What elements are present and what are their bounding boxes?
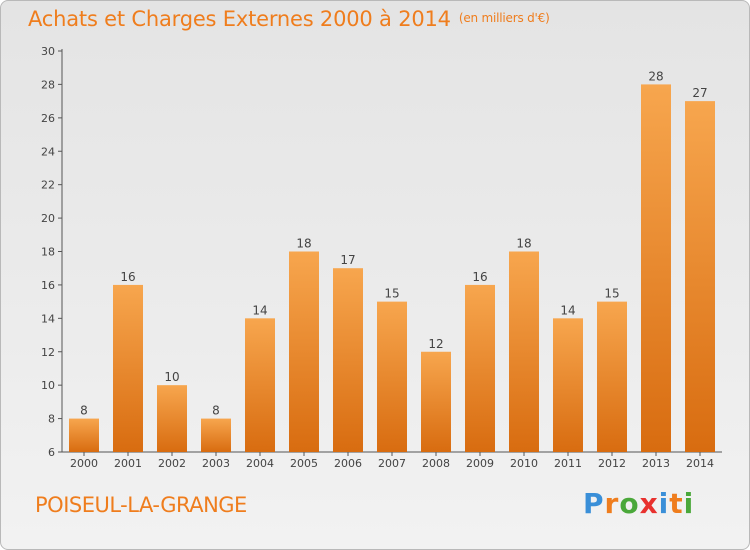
bar-2005: [289, 251, 319, 452]
x-tick-label-2001: 2001: [114, 457, 142, 470]
bar-2013: [641, 84, 671, 453]
data-label-2002: 10: [164, 370, 179, 384]
x-tick-label-2010: 2010: [510, 457, 538, 470]
data-label-2001: 16: [120, 270, 135, 284]
x-tick-label-2008: 2008: [422, 457, 450, 470]
x-tick-label-2012: 2012: [598, 457, 626, 470]
bar-2010: [509, 251, 539, 452]
data-label-2000: 8: [80, 404, 88, 418]
chart-title-text: Achats et Charges Externes 2000 à 2014: [28, 7, 451, 31]
y-tick-label-22: 22: [41, 179, 55, 192]
data-label-2003: 8: [212, 404, 220, 418]
data-label-2004: 14: [252, 303, 267, 317]
data-label-2008: 12: [428, 337, 443, 351]
data-label-2010: 18: [516, 237, 531, 251]
data-label-2009: 16: [472, 270, 487, 284]
x-tick-label-2005: 2005: [290, 457, 318, 470]
x-tick-label-2011: 2011: [554, 457, 582, 470]
data-label-2012: 15: [604, 287, 619, 301]
bar-2000: [69, 418, 99, 452]
logo-letter: t: [669, 487, 684, 520]
logo-letter: x: [639, 487, 659, 520]
bar-2004: [245, 318, 275, 452]
commune-name: POISEUL-LA-GRANGE: [35, 493, 247, 517]
y-tick-label-20: 20: [41, 212, 55, 225]
bar-2008: [421, 351, 451, 452]
x-tick-label-2009: 2009: [466, 457, 494, 470]
x-tick-label-2003: 2003: [202, 457, 230, 470]
y-tick-label-30: 30: [41, 45, 55, 58]
x-tick-label-2014: 2014: [686, 457, 714, 470]
y-tick-label-10: 10: [41, 379, 55, 392]
x-tick-label-2013: 2013: [642, 457, 670, 470]
chart-unit: (en milliers d'€): [458, 11, 550, 25]
chart-title: Achats et Charges Externes 2000 à 2014 (e…: [28, 7, 550, 31]
logo-letter: i: [658, 487, 670, 520]
x-tick-label-2006: 2006: [334, 457, 362, 470]
y-tick-label-12: 12: [41, 346, 55, 359]
data-label-2011: 14: [560, 303, 575, 317]
x-tick-label-2007: 2007: [378, 457, 406, 470]
x-tick-label-2000: 2000: [70, 457, 98, 470]
x-tick-label-2004: 2004: [246, 457, 274, 470]
y-tick-label-28: 28: [41, 78, 55, 91]
y-tick-label-14: 14: [41, 312, 55, 325]
y-tick-label-8: 8: [48, 413, 55, 426]
y-tick-label-24: 24: [41, 145, 55, 158]
bar-2012: [597, 301, 627, 452]
logo-letter: o: [619, 487, 640, 520]
y-tick-label-16: 16: [41, 279, 55, 292]
y-tick-label-18: 18: [41, 246, 55, 259]
data-label-2007: 15: [384, 287, 399, 301]
logo-letter: P: [583, 487, 605, 520]
bar-2002: [157, 385, 187, 452]
logo-letter: r: [604, 487, 620, 520]
y-tick-label-26: 26: [41, 112, 55, 125]
bar-2006: [333, 268, 363, 452]
bar-2011: [553, 318, 583, 452]
logo-letter: i: [683, 487, 695, 520]
bar-2014: [685, 101, 715, 452]
data-label-2013: 28: [648, 69, 663, 83]
bar-2001: [113, 284, 143, 452]
bar-2007: [377, 301, 407, 452]
data-label-2006: 17: [340, 253, 355, 267]
y-tick-label-6: 6: [48, 446, 55, 459]
bar-2003: [201, 418, 231, 452]
x-tick-label-2002: 2002: [158, 457, 186, 470]
proxiti-logo: Proxiti: [583, 487, 694, 520]
bar-2009: [465, 284, 495, 452]
data-label-2014: 27: [692, 86, 707, 100]
data-label-2005: 18: [296, 237, 311, 251]
